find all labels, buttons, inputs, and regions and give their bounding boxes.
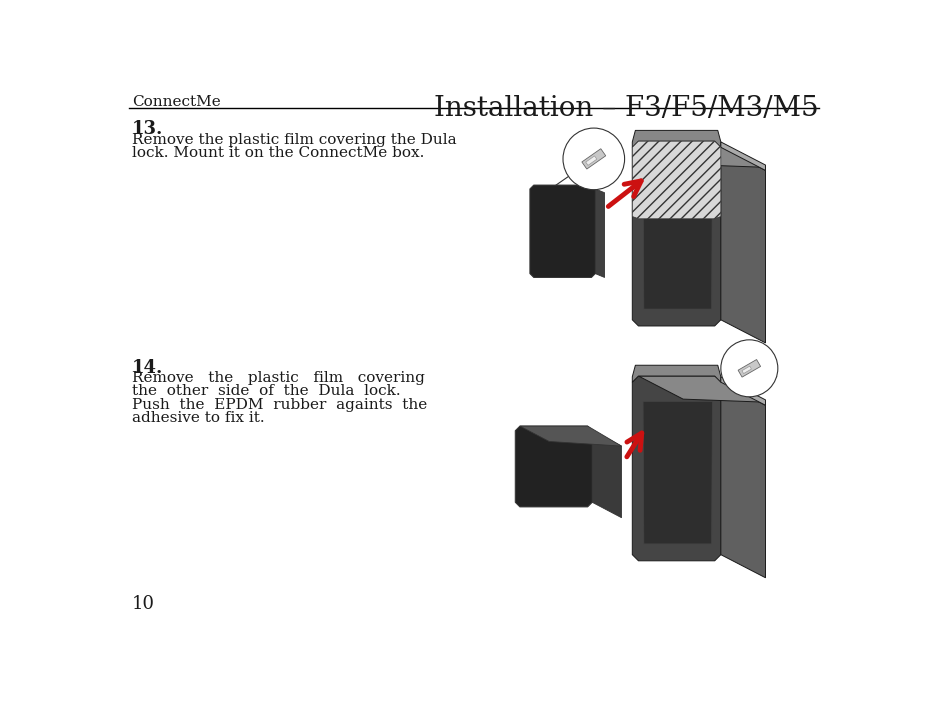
Polygon shape (738, 360, 760, 377)
Polygon shape (638, 141, 766, 167)
Polygon shape (582, 149, 606, 169)
Text: 13.: 13. (131, 120, 163, 138)
Polygon shape (643, 401, 712, 544)
Polygon shape (721, 377, 766, 405)
Text: 14.: 14. (131, 359, 163, 377)
Polygon shape (721, 382, 766, 578)
Polygon shape (592, 430, 622, 518)
Text: Remove   the   plastic   film   covering: Remove the plastic film covering (131, 372, 425, 385)
Text: Remove the plastic film covering the Dula: Remove the plastic film covering the Dul… (131, 132, 456, 147)
Text: Installation – F3/F5/M3/M5: Installation – F3/F5/M3/M5 (434, 95, 819, 122)
Text: adhesive to fix it.: adhesive to fix it. (131, 411, 265, 425)
Text: the  other  side  of  the  Dula  lock.: the other side of the Dula lock. (131, 384, 401, 399)
Polygon shape (633, 130, 721, 147)
Polygon shape (633, 376, 721, 561)
Text: 10: 10 (131, 595, 154, 613)
Polygon shape (633, 141, 721, 219)
Polygon shape (638, 376, 766, 402)
Polygon shape (515, 426, 592, 507)
Polygon shape (721, 147, 766, 343)
Polygon shape (633, 365, 721, 382)
Polygon shape (633, 141, 721, 326)
Circle shape (721, 340, 778, 396)
Polygon shape (742, 366, 751, 374)
Text: Push  the  EPDM  rubber  againts  the: Push the EPDM rubber againts the (131, 398, 427, 411)
Polygon shape (596, 189, 605, 278)
Polygon shape (530, 185, 596, 278)
Polygon shape (520, 426, 622, 446)
Polygon shape (586, 156, 597, 166)
Polygon shape (721, 142, 766, 171)
Text: ConnectMe: ConnectMe (131, 95, 220, 109)
Text: lock. Mount it on the ConnectMe box.: lock. Mount it on the ConnectMe box. (131, 146, 425, 160)
Circle shape (563, 128, 624, 190)
Polygon shape (643, 166, 712, 309)
